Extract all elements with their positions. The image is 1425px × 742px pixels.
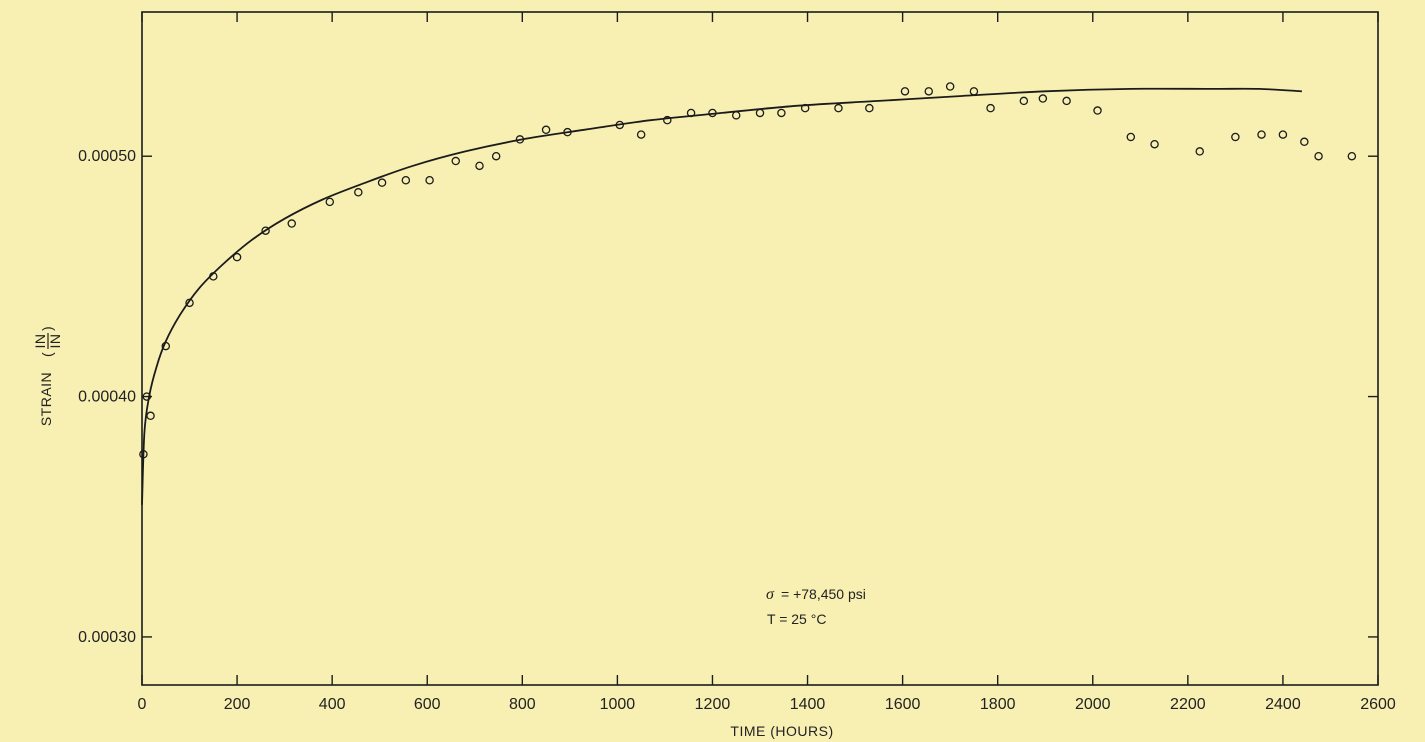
data-point — [146, 411, 155, 421]
data-point — [900, 87, 910, 96]
axes-layer — [141, 11, 1379, 686]
data-point — [755, 108, 765, 118]
x-tick-label: 2400 — [1265, 696, 1301, 713]
x-tick-label: 1400 — [790, 696, 826, 713]
data-point — [425, 175, 434, 185]
x-axis-title: TIME (HOURS) — [730, 723, 833, 739]
stress-temperature-annotation: σ = +78,450 psi T = 25 °C — [766, 586, 866, 627]
ticks-layer: 0 200 400 600 800 1000 1200 1400 1600 1800 2000 220… — [78, 12, 1396, 713]
data-point — [1300, 137, 1309, 147]
sigma-annotation: = +78,450 psi — [781, 586, 866, 602]
x-tick-label: 2600 — [1360, 696, 1396, 713]
x-tick-label: 600 — [414, 696, 441, 713]
data-point — [686, 108, 696, 118]
data-point — [401, 175, 411, 185]
data-point — [924, 87, 934, 96]
data-point — [1019, 96, 1029, 106]
data-point — [945, 82, 955, 91]
data-point — [777, 108, 786, 118]
plot-frame — [141, 11, 1379, 686]
data-point — [865, 103, 874, 113]
x-tick-label: 2200 — [1170, 696, 1206, 713]
data-point — [325, 197, 335, 207]
data-point — [261, 226, 270, 235]
y-tick-label: 0.00050 — [78, 148, 136, 165]
y-axis-title-paren-close: ) — [39, 326, 55, 331]
fitted-curve-layer — [141, 87, 1302, 505]
x-tick-label: 400 — [319, 696, 346, 713]
data-point — [1126, 132, 1136, 142]
y-axis-title-paren-open: ( — [39, 352, 55, 357]
x-tick-label: 200 — [224, 696, 251, 713]
data-point — [232, 252, 242, 262]
x-tick-label: 1800 — [980, 696, 1016, 713]
data-point — [475, 161, 484, 171]
data-point — [1347, 151, 1357, 161]
x-tick-label: 1200 — [695, 696, 731, 713]
x-tick-label: 2000 — [1075, 696, 1111, 713]
data-point — [563, 127, 572, 137]
y-axis-fraction-numerator: IN — [32, 334, 48, 349]
data-point — [1195, 147, 1204, 156]
data-point — [377, 178, 387, 187]
data-point — [1093, 106, 1102, 115]
data-point — [1062, 96, 1071, 106]
data-point — [1314, 151, 1323, 161]
data-point — [354, 188, 363, 197]
y-tick-label: 0.00040 — [78, 389, 136, 406]
data-point — [731, 111, 741, 120]
data-point — [1231, 132, 1240, 142]
x-tick-label: 800 — [509, 696, 536, 713]
data-point — [491, 151, 501, 161]
data-point — [1257, 130, 1266, 139]
data-point — [834, 103, 843, 113]
data-point — [969, 87, 979, 96]
data-point — [636, 130, 646, 139]
data-point — [615, 120, 625, 130]
data-point — [663, 115, 672, 125]
data-point — [708, 108, 717, 118]
data-point — [161, 341, 171, 351]
temperature-annotation: T = 25 °C — [767, 611, 826, 627]
x-tick-label: 1000 — [600, 696, 636, 713]
data-point — [1150, 139, 1159, 149]
data-point — [800, 103, 810, 113]
data-point — [287, 219, 296, 228]
data-point — [185, 298, 194, 308]
sigma-symbol: σ — [766, 586, 775, 603]
data-point — [142, 392, 152, 401]
data-point — [451, 156, 461, 166]
data-point — [986, 103, 995, 113]
data-point — [139, 450, 148, 459]
data-point — [541, 125, 551, 135]
data-point — [1278, 130, 1288, 139]
y-tick-label: 0.00030 — [78, 629, 136, 646]
data-points-layer — [139, 82, 1357, 459]
data-point — [515, 135, 525, 144]
data-point — [1038, 94, 1048, 103]
data-point — [209, 272, 218, 281]
x-tick-label: 1600 — [885, 696, 921, 713]
x-tick-label: 0 — [138, 696, 147, 713]
y-axis-title: STRAIN ( IN IN ) — [32, 326, 63, 426]
y-axis-title-text: STRAIN — [38, 372, 54, 426]
fitted-curve — [141, 87, 1302, 505]
y-axis-fraction-denominator: IN — [47, 334, 63, 349]
